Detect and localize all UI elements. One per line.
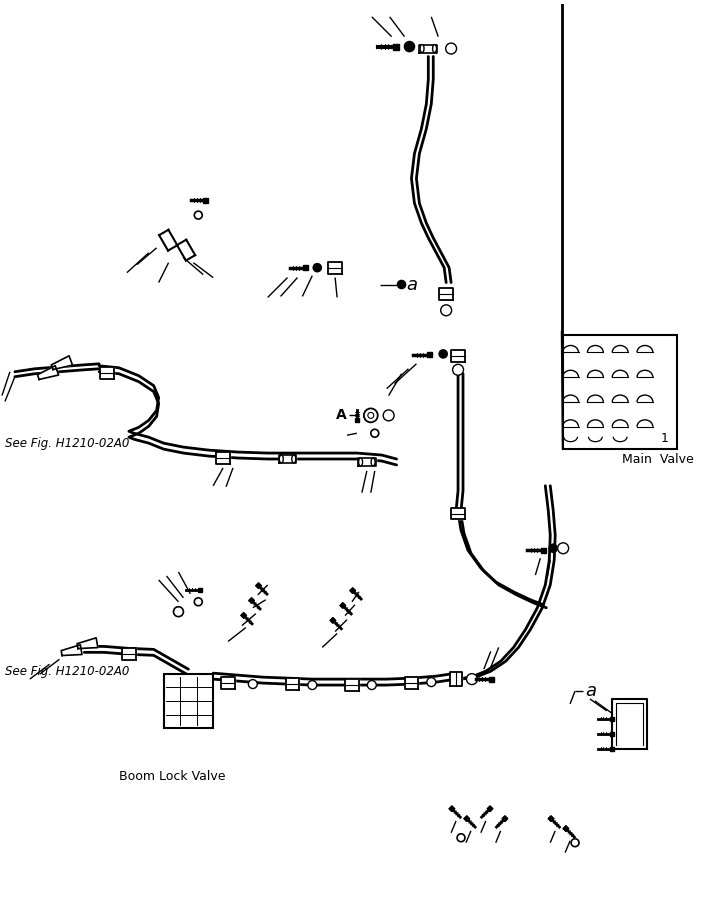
Polygon shape xyxy=(51,356,72,369)
Polygon shape xyxy=(489,677,494,682)
Circle shape xyxy=(446,43,457,54)
Polygon shape xyxy=(77,638,98,648)
Polygon shape xyxy=(427,353,432,357)
Text: a: a xyxy=(407,275,417,294)
Circle shape xyxy=(368,413,373,418)
Polygon shape xyxy=(61,645,82,656)
Circle shape xyxy=(383,410,394,421)
Polygon shape xyxy=(439,288,453,300)
Polygon shape xyxy=(328,262,342,274)
Polygon shape xyxy=(330,618,336,624)
Circle shape xyxy=(398,281,405,288)
Circle shape xyxy=(367,681,376,690)
Polygon shape xyxy=(563,826,569,832)
Polygon shape xyxy=(451,507,465,519)
Polygon shape xyxy=(355,418,359,423)
Polygon shape xyxy=(350,588,356,593)
Circle shape xyxy=(557,542,569,554)
Ellipse shape xyxy=(371,458,375,466)
Circle shape xyxy=(457,834,465,842)
Polygon shape xyxy=(393,43,398,50)
Polygon shape xyxy=(464,816,469,822)
Polygon shape xyxy=(248,598,254,603)
Polygon shape xyxy=(405,677,418,689)
Polygon shape xyxy=(285,678,300,690)
Ellipse shape xyxy=(420,44,424,52)
Text: A: A xyxy=(337,408,347,423)
Polygon shape xyxy=(303,265,308,270)
Polygon shape xyxy=(610,747,613,751)
Polygon shape xyxy=(610,717,613,721)
Ellipse shape xyxy=(279,455,283,463)
Polygon shape xyxy=(449,806,454,811)
Polygon shape xyxy=(203,198,208,203)
Circle shape xyxy=(308,681,317,690)
Polygon shape xyxy=(345,679,359,691)
Polygon shape xyxy=(278,455,297,463)
Polygon shape xyxy=(198,588,202,592)
Polygon shape xyxy=(216,452,230,464)
Text: Boom Lock Valve: Boom Lock Valve xyxy=(119,770,226,783)
Polygon shape xyxy=(241,612,246,618)
Polygon shape xyxy=(100,367,114,379)
Polygon shape xyxy=(420,44,437,52)
Polygon shape xyxy=(340,602,346,608)
Bar xyxy=(562,334,677,449)
Ellipse shape xyxy=(359,458,363,466)
Polygon shape xyxy=(487,806,493,811)
Polygon shape xyxy=(610,731,613,736)
Text: a: a xyxy=(585,682,596,700)
Polygon shape xyxy=(38,366,59,379)
Polygon shape xyxy=(451,350,465,362)
Circle shape xyxy=(195,211,202,219)
Bar xyxy=(163,673,213,729)
Circle shape xyxy=(405,41,415,52)
Circle shape xyxy=(364,408,378,423)
Ellipse shape xyxy=(292,455,296,463)
Polygon shape xyxy=(502,816,508,822)
Circle shape xyxy=(439,350,447,358)
Polygon shape xyxy=(256,583,261,589)
Circle shape xyxy=(371,429,378,437)
Text: See Fig. H1210-02A0: See Fig. H1210-02A0 xyxy=(5,665,129,678)
Circle shape xyxy=(550,544,557,553)
Circle shape xyxy=(248,680,257,689)
Polygon shape xyxy=(548,816,554,822)
Circle shape xyxy=(466,673,477,684)
Polygon shape xyxy=(541,548,546,553)
Circle shape xyxy=(173,607,183,617)
Text: See Fig. H1210-02A0: See Fig. H1210-02A0 xyxy=(5,437,129,449)
Text: 1: 1 xyxy=(661,432,669,445)
Polygon shape xyxy=(358,458,376,466)
Text: Main  Valve: Main Valve xyxy=(622,452,694,465)
Circle shape xyxy=(452,365,464,375)
Circle shape xyxy=(571,839,579,846)
Polygon shape xyxy=(450,672,462,686)
Ellipse shape xyxy=(432,44,437,52)
Circle shape xyxy=(313,263,321,272)
Circle shape xyxy=(427,678,436,686)
Polygon shape xyxy=(221,677,235,689)
Circle shape xyxy=(441,305,452,316)
Circle shape xyxy=(195,598,202,606)
Polygon shape xyxy=(122,648,136,660)
